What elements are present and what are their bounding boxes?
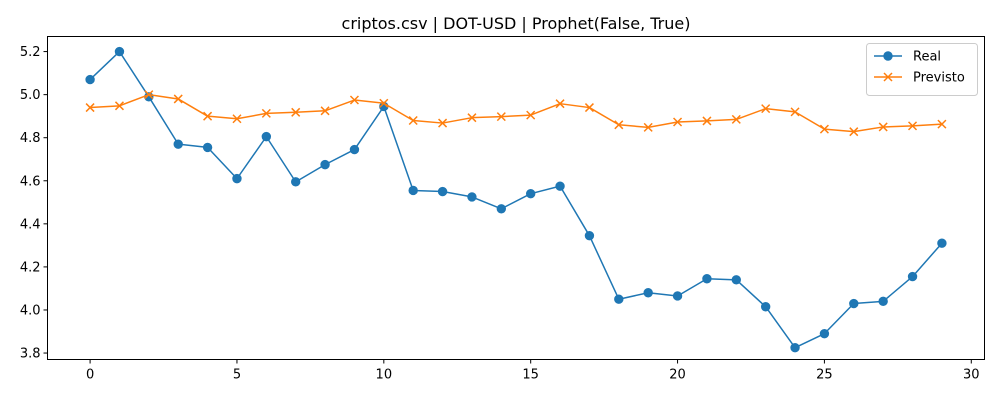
data-point — [761, 104, 771, 114]
x-tick-label: 15 — [522, 368, 539, 383]
series-layer — [85, 46, 947, 353]
legend-marker — [883, 72, 893, 82]
y-axis: 3.8 4.0 4.2 4.4 4.6 4.8 5.0 5.2 — [20, 45, 48, 362]
series-previsto — [85, 90, 947, 137]
data-point — [202, 142, 213, 153]
x-tick-label: 0 — [86, 368, 94, 383]
data-point — [731, 114, 741, 124]
data-point — [320, 159, 330, 170]
data-point — [261, 108, 271, 118]
data-point — [584, 103, 594, 113]
series-line — [89, 50, 943, 349]
data-point — [379, 98, 389, 108]
data-point — [232, 114, 242, 124]
x-tick-label: 25 — [816, 368, 833, 383]
series-real — [85, 46, 947, 353]
data-point — [819, 124, 829, 134]
data-point — [643, 288, 653, 298]
data-point — [114, 46, 125, 57]
data-point — [232, 173, 242, 184]
y-tick-label: 4.4 — [20, 217, 41, 232]
data-point — [408, 185, 418, 196]
legend: Real Previsto — [866, 43, 978, 96]
data-point — [672, 291, 683, 301]
data-point — [114, 101, 124, 111]
x-axis: 0 5 10 15 20 25 30 — [86, 359, 980, 383]
data-point — [614, 294, 624, 304]
chart-title: criptos.csv | DOT-USD | Prophet(False, T… — [342, 14, 691, 33]
data-point — [673, 117, 683, 127]
data-point — [173, 139, 183, 149]
data-point — [643, 122, 653, 132]
data-point — [849, 298, 859, 309]
data-point — [526, 110, 536, 120]
y-tick-label: 5.0 — [20, 88, 41, 103]
data-point — [496, 204, 507, 214]
data-point — [584, 230, 595, 241]
legend-label: Real — [913, 50, 941, 65]
y-tick-label: 3.8 — [20, 347, 41, 362]
data-point — [555, 99, 565, 109]
data-point — [731, 275, 741, 285]
x-tick-label: 10 — [376, 368, 393, 383]
data-point — [173, 94, 183, 104]
data-point — [496, 112, 506, 122]
data-point — [291, 107, 301, 117]
data-point — [878, 296, 888, 307]
x-tick-label: 30 — [963, 368, 980, 383]
data-point — [85, 103, 95, 113]
data-point — [291, 177, 301, 187]
plot-area — [47, 36, 985, 360]
data-point — [85, 74, 95, 85]
data-point — [702, 274, 712, 284]
x-tick-label: 5 — [233, 368, 241, 383]
data-point — [320, 106, 330, 116]
data-point — [790, 107, 800, 117]
legend-marker — [883, 51, 893, 61]
data-point — [525, 188, 536, 199]
data-point — [878, 122, 888, 132]
data-point — [702, 116, 712, 126]
data-point — [408, 115, 418, 126]
data-point — [438, 118, 448, 128]
data-point — [467, 113, 477, 123]
series-line — [90, 93, 942, 133]
data-point — [203, 111, 213, 121]
data-point — [349, 95, 359, 105]
data-point — [937, 238, 947, 248]
x-tick-label: 20 — [669, 368, 686, 383]
y-tick-label: 4.2 — [20, 260, 41, 275]
y-tick-label: 5.2 — [20, 45, 41, 60]
data-point — [349, 144, 360, 155]
data-point — [907, 271, 918, 282]
data-point — [937, 119, 947, 129]
y-tick-label: 4.8 — [20, 131, 41, 146]
data-point — [261, 131, 272, 142]
data-point — [849, 127, 859, 137]
data-point — [908, 121, 918, 131]
y-tick-label: 4.0 — [20, 303, 41, 318]
data-point — [144, 90, 154, 100]
data-point — [760, 302, 771, 312]
data-point — [790, 342, 800, 353]
data-point — [437, 186, 448, 197]
legend-label: Previsto — [913, 71, 965, 86]
data-point — [555, 181, 565, 191]
y-tick-label: 4.6 — [20, 174, 41, 189]
data-point — [614, 120, 624, 130]
data-point — [819, 328, 830, 339]
data-point — [467, 192, 477, 202]
